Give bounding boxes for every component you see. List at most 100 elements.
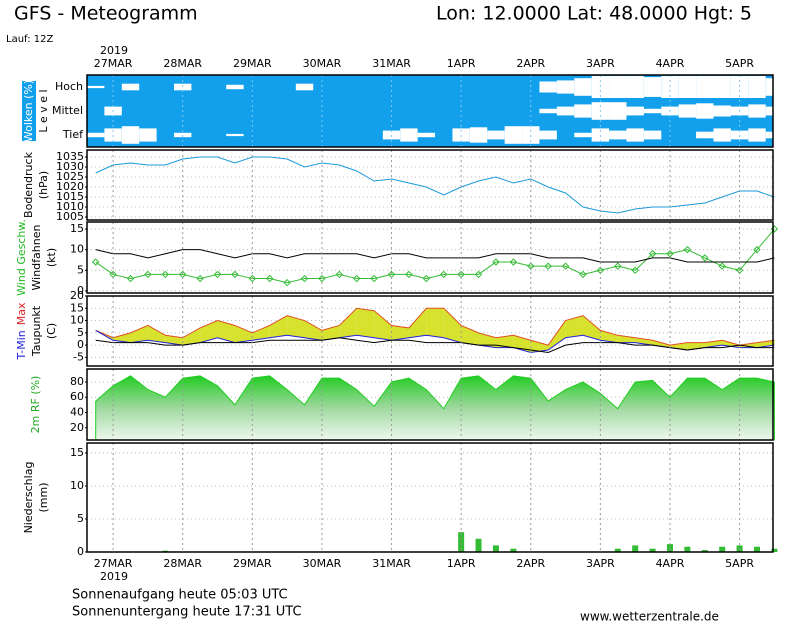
panel-label: L e v e l <box>37 89 50 132</box>
panel-label: Taupunkt <box>30 305 43 357</box>
temp-range <box>443 308 462 343</box>
x-tick-label: 2APR <box>516 57 545 70</box>
x-tick-label: 27MAR <box>94 557 133 570</box>
label-part: 2m RF (%) <box>29 376 42 434</box>
panel-label: Niederschlag <box>22 462 35 534</box>
sunset: Sonnenuntergang heute 17:31 UTC <box>72 605 302 620</box>
marker <box>405 270 413 279</box>
cloud-cell <box>87 132 105 138</box>
x-tick-label: 1APR <box>447 557 476 570</box>
precip-bar <box>719 546 726 552</box>
label-part: L e v e l <box>37 89 50 132</box>
y-tick-label: 80 <box>70 375 84 388</box>
label-part: Bodendruck <box>22 151 35 218</box>
level-label: Tief <box>62 128 84 141</box>
level-label: Mittel <box>52 104 83 117</box>
marker <box>91 258 100 266</box>
temp-range <box>217 320 235 343</box>
x-tick-label: 30MAR <box>303 557 342 570</box>
label-part: (kt) <box>45 248 58 267</box>
label-box <box>22 81 36 141</box>
y-tick-label: 0 <box>77 545 84 558</box>
temp-range <box>530 340 549 353</box>
marker <box>248 274 257 283</box>
panel-frame <box>86 442 774 553</box>
y-tick-label: -5 <box>73 350 84 363</box>
temp-range <box>548 320 566 351</box>
panel-label: (mm) <box>37 482 50 512</box>
x-tick-label: 5APR <box>725 557 754 570</box>
marker <box>144 270 152 279</box>
y-tick-label: 10 <box>70 479 84 492</box>
label-part: (C) <box>45 323 58 339</box>
marker <box>474 270 483 279</box>
marker <box>440 270 448 279</box>
cloud-cell <box>539 130 557 140</box>
y-tick-label: 1030 <box>56 160 84 173</box>
temp-range <box>582 315 601 341</box>
label-part: Niederschlag <box>22 462 35 534</box>
precip-bar <box>510 548 517 552</box>
label-part: T-Min <box>15 330 28 360</box>
cloud-cell <box>121 83 140 91</box>
cloud-cell <box>574 78 592 96</box>
marker <box>509 258 518 266</box>
temp-range <box>635 337 653 346</box>
marker <box>422 274 431 283</box>
marker <box>353 274 361 283</box>
panel-frame <box>86 295 774 367</box>
y-tick-label: 15 <box>70 446 84 459</box>
marker <box>283 278 291 287</box>
x-tick-label: 31MAR <box>372 557 411 570</box>
y-tick-label: 1020 <box>56 180 84 193</box>
temp-range <box>252 325 270 341</box>
cloud-cell <box>748 128 766 142</box>
y-tick-label: 5 <box>77 263 84 276</box>
cloud-cell <box>574 104 592 118</box>
y-tick-label: 1005 <box>56 210 84 223</box>
marker <box>718 262 726 270</box>
title: GFS - Meteogramm <box>14 3 198 25</box>
x-tick-label: 3APR <box>586 57 615 70</box>
cloud-cell <box>713 128 731 142</box>
cloud-cell <box>748 104 766 118</box>
cloud-cell <box>626 76 644 98</box>
run: Lauf: 12Z <box>6 34 53 45</box>
precip-bar <box>684 546 691 552</box>
panel-label: Wind Geschw. <box>15 219 28 296</box>
panel-label: Wolken (%) <box>22 80 35 142</box>
year: 2019 <box>100 570 128 583</box>
cloud-cell <box>87 85 105 89</box>
x-tick-label: 5APR <box>725 57 754 70</box>
cloud-cell <box>400 128 418 142</box>
cloud-cell <box>626 106 644 116</box>
label-part: Max <box>15 302 28 325</box>
panel-frame <box>86 74 774 148</box>
label-part: Wolken (%) <box>22 80 35 142</box>
temp-range <box>269 315 288 338</box>
panel-label: (hPa) <box>37 171 50 199</box>
panel-label: Bodendruck <box>22 151 35 218</box>
x-tick-label: 27MAR <box>94 57 133 70</box>
y-tick-label: 60 <box>70 390 84 403</box>
y-tick-label: 15 <box>70 301 84 314</box>
temp-range <box>652 340 670 348</box>
sunrise: Sonnenaufgang heute 05:03 UTC <box>72 588 288 603</box>
y-tick-label: 1015 <box>56 190 84 203</box>
cloud-cell <box>539 81 557 93</box>
y-tick-label: 15 <box>70 222 84 235</box>
marker <box>614 262 622 270</box>
series-line <box>95 156 775 214</box>
y-tick-label: 20 <box>70 289 84 302</box>
cloud-cell <box>713 105 731 117</box>
cloud-cell <box>765 78 784 96</box>
y-tick-label: 20 <box>70 421 84 434</box>
y-tick-label: 40 <box>70 406 84 419</box>
series-line <box>95 228 775 284</box>
temp-range <box>669 342 688 351</box>
cloud-cell <box>121 126 140 144</box>
label-part: Taupunkt <box>30 305 43 357</box>
precip-bar <box>475 538 482 552</box>
marker <box>753 245 761 254</box>
cloud-cell <box>696 131 714 139</box>
